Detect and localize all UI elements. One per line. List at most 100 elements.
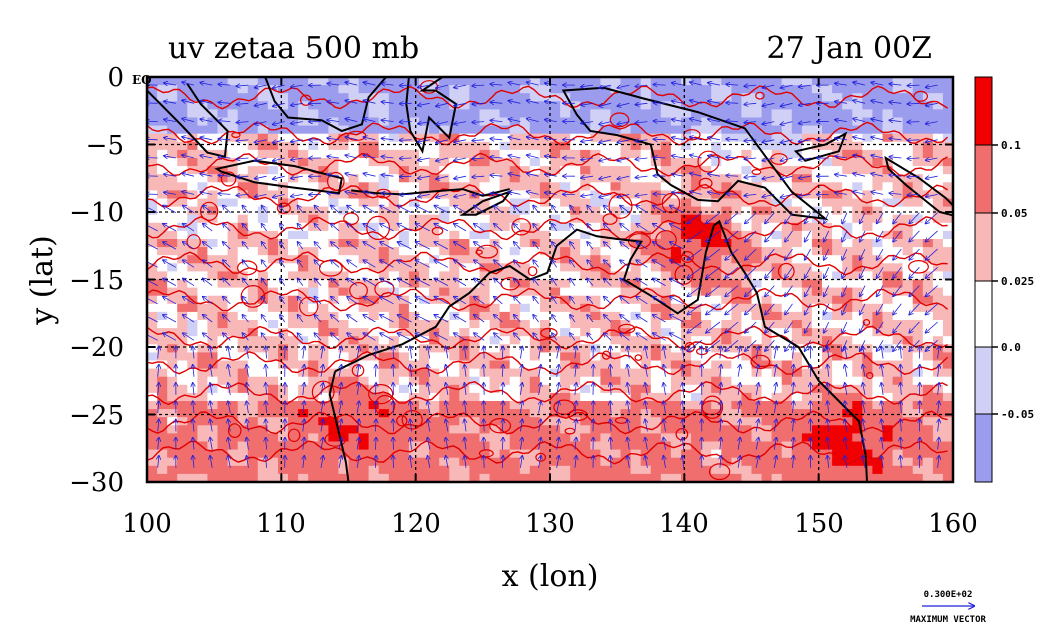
field-cell: [620, 409, 632, 418]
field-cell: [670, 117, 682, 127]
field-cell: [247, 425, 259, 434]
wind-vector: [926, 285, 938, 297]
field-cell: [650, 263, 662, 272]
field-cell: [751, 303, 763, 313]
field-cell: [902, 230, 914, 240]
wind-vector: [653, 260, 666, 268]
field-cell: [751, 376, 763, 386]
field-cell: [882, 125, 894, 135]
field-cell: [751, 279, 763, 289]
field-cell: [922, 125, 934, 135]
field-cell: [560, 141, 571, 151]
field-cell: [791, 182, 803, 191]
field-cell: [811, 433, 823, 443]
wind-vector: [397, 224, 412, 232]
field-cell: [670, 303, 682, 313]
field-cell: [479, 449, 491, 459]
field-cell: [842, 255, 853, 264]
field-cell: [630, 182, 642, 191]
field-cell: [590, 255, 601, 264]
field-cell: [459, 247, 470, 256]
field-cell: [469, 344, 481, 353]
wind-vector: [357, 365, 359, 377]
field-cell: [932, 182, 944, 191]
field-cell: [247, 279, 259, 289]
field-cell: [429, 344, 440, 353]
field-cell: [711, 222, 722, 232]
field-cell: [721, 441, 732, 451]
field-cell: [922, 222, 934, 232]
field-cell: [539, 109, 551, 119]
field-cell: [197, 441, 209, 451]
field-cell: [832, 376, 843, 386]
field-cell: [811, 222, 823, 232]
field-cell: [670, 425, 682, 434]
field-cell: [187, 336, 198, 345]
field-cell: [328, 198, 340, 208]
field-cell: [398, 417, 410, 426]
field-cell: [207, 77, 219, 86]
field-cell: [660, 303, 672, 313]
field-cell: [267, 344, 279, 353]
field-cell: [298, 473, 309, 482]
field-cell: [902, 360, 914, 370]
field-cell: [610, 376, 622, 386]
field-cell: [419, 206, 430, 216]
field-cell: [892, 214, 904, 224]
field-cell: [519, 425, 531, 434]
field-cell: [207, 392, 219, 402]
field-cell: [670, 109, 682, 119]
field-cell: [721, 214, 732, 224]
field-cell: [721, 320, 732, 329]
field-cell: [378, 279, 390, 289]
wind-vector: [706, 266, 721, 278]
wind-vector: [454, 122, 467, 124]
field-cell: [247, 230, 259, 240]
field-cell: [590, 101, 601, 110]
field-cell: [499, 295, 511, 305]
field-cell: [640, 85, 652, 94]
field-cell: [832, 473, 843, 482]
field-cell: [257, 320, 269, 329]
field-cell: [852, 409, 863, 418]
field-cell: [660, 77, 672, 86]
field-cell: [811, 328, 823, 337]
field-cell: [681, 401, 692, 410]
field-cell: [650, 441, 662, 451]
field-cell: [761, 109, 773, 119]
wind-vector: [745, 212, 757, 224]
field-cell: [197, 311, 209, 321]
field-cell: [912, 247, 924, 256]
wind-vector: [291, 103, 303, 105]
field-cell: [147, 433, 158, 443]
field-cell: [217, 77, 229, 86]
wind-vector: [527, 155, 539, 159]
field-cell: [368, 417, 380, 426]
field-cell: [852, 449, 863, 459]
field-cell: [368, 271, 380, 281]
field-cell: [862, 336, 873, 345]
field-cell: [348, 311, 360, 321]
field-cell: [529, 401, 541, 410]
field-cell: [358, 182, 370, 191]
field-cell: [832, 287, 843, 297]
field-cell: [388, 409, 400, 418]
field-cell: [207, 449, 219, 459]
field-cell: [419, 417, 430, 426]
field-cell: [267, 376, 279, 386]
wind-vector: [762, 158, 775, 161]
wind-vector: [255, 85, 267, 88]
field-cell: [771, 93, 783, 102]
field-cell: [177, 311, 188, 321]
field-cell: [660, 328, 672, 337]
field-cell: [368, 214, 380, 224]
field-cell: [942, 166, 953, 175]
field-cell: [892, 93, 904, 102]
field-cell: [590, 352, 601, 362]
field-cell: [187, 125, 198, 135]
vorticity-contour-loop: [299, 296, 319, 317]
field-cell: [338, 409, 350, 418]
field-cell: [489, 206, 501, 216]
vorticity-contour-loop: [231, 132, 241, 139]
field-cell: [872, 376, 884, 386]
